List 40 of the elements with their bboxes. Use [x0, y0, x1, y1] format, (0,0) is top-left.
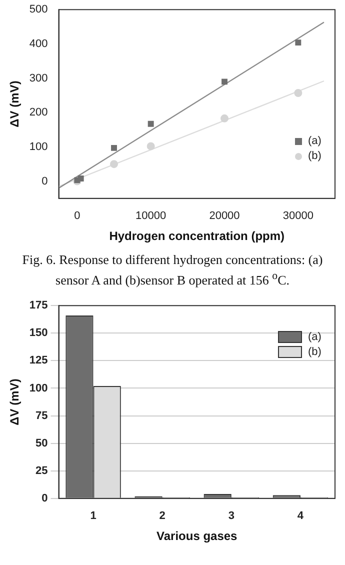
x-tick-label: 4: [297, 510, 304, 522]
point: [148, 120, 154, 127]
y-tick-label: 50: [36, 438, 48, 450]
y-tick-label: 500: [29, 4, 48, 16]
legend-label: (a): [308, 135, 322, 148]
legend-label: (a): [308, 330, 322, 343]
point: [78, 176, 84, 182]
y-axis-title: ΔV (mV): [8, 379, 22, 426]
y-tick-label: 150: [29, 328, 48, 340]
point: [110, 160, 118, 168]
point: [146, 142, 155, 150]
y-tick-label: 175: [29, 300, 48, 312]
x-tick-label: 2: [159, 510, 166, 522]
legend-label: (b): [308, 150, 322, 162]
legend-label: (b): [308, 346, 322, 358]
x-axis-title: Hydrogen concentration (ppm): [109, 229, 285, 244]
y-tick-label: 100: [29, 140, 48, 153]
point: [295, 40, 302, 46]
x-axis-title: Various gases: [156, 529, 238, 544]
y-tick-label: 400: [29, 38, 48, 50]
y-tick-label: 75: [36, 410, 48, 422]
y-tick-label: 0: [42, 492, 48, 505]
y-tick-label: 0: [42, 175, 48, 188]
y-tick-label: 125: [29, 355, 48, 368]
x-tick-label: 30000: [282, 210, 314, 222]
x-tick-label: 0: [74, 210, 80, 222]
caption: Fig. 6. Response to different hydrogen concentrations: (a) sensor A and (b)sensor B operated at 156 $^{o}$C.: [21, 251, 324, 290]
point: [294, 89, 302, 98]
point: [222, 78, 228, 85]
y-tick-label: 200: [29, 106, 48, 119]
y-tick-label: 100: [29, 382, 48, 395]
y-axis-title: ΔV (mV): [8, 80, 22, 128]
x-tick-label: 3: [228, 510, 234, 522]
point: [220, 114, 228, 122]
x-tick-label: 20000: [209, 210, 240, 222]
point: [111, 144, 117, 151]
x-tick-label: 10000: [136, 210, 166, 222]
y-tick-label: 300: [29, 72, 48, 84]
y-tick-label: 25: [36, 465, 48, 478]
x-tick-label: 1: [90, 510, 96, 522]
